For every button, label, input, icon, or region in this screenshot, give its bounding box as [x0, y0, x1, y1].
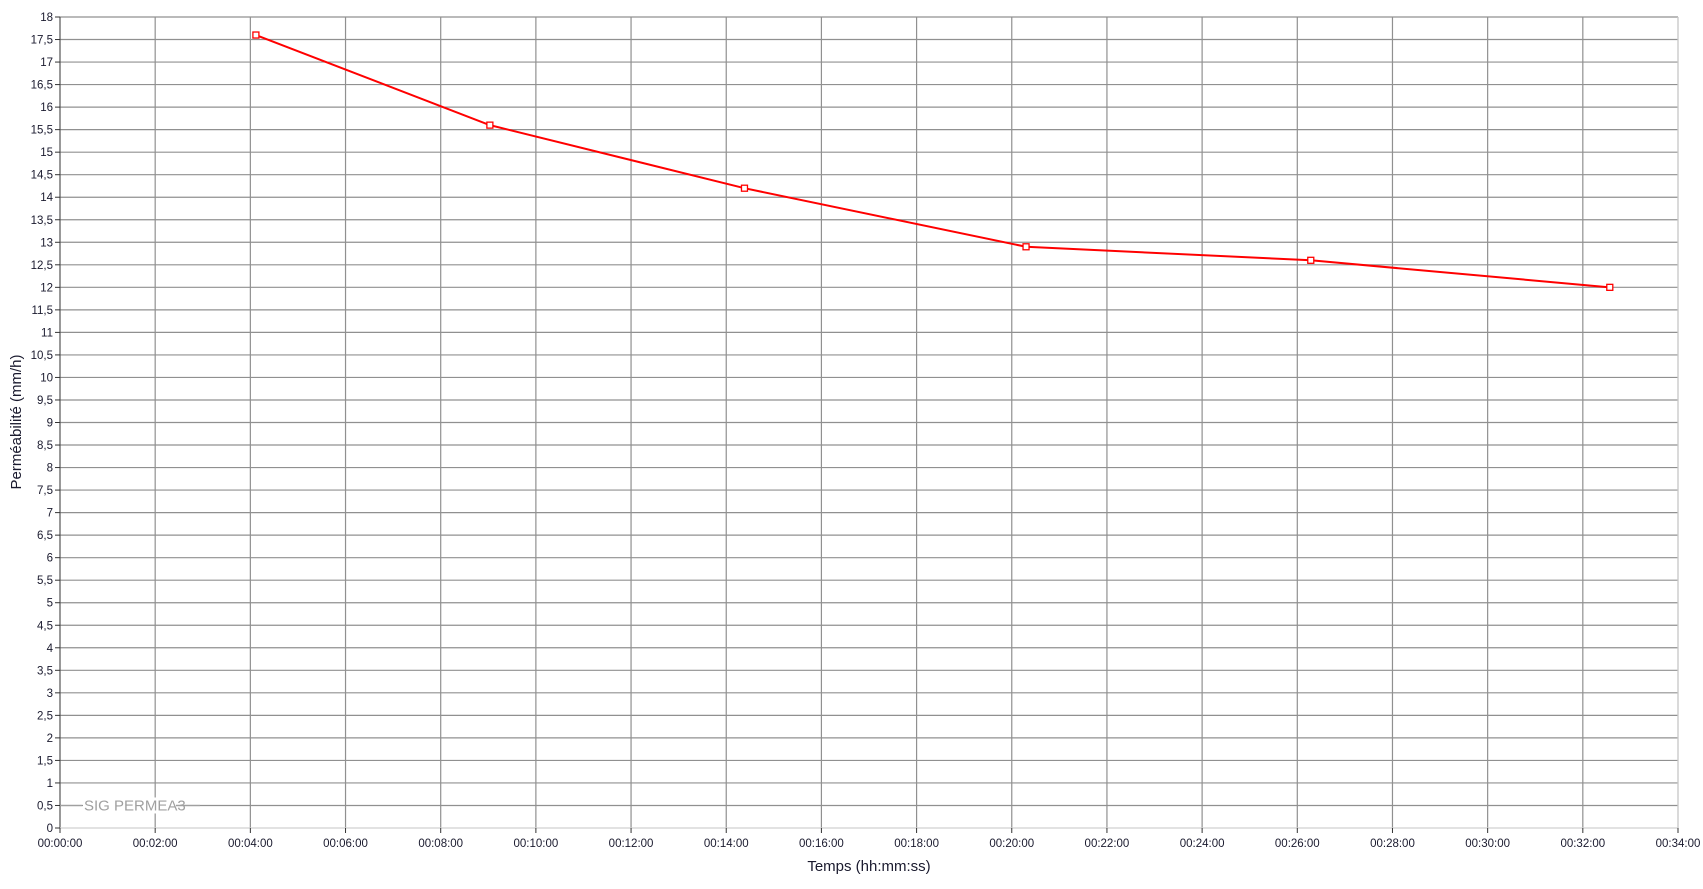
- y-tick-label: 7: [47, 508, 53, 520]
- y-tick-label: 0: [47, 823, 53, 835]
- y-tick-label: 2: [47, 733, 53, 745]
- x-tick-label: 00:18:00: [894, 838, 939, 850]
- y-tick-label: 16: [40, 102, 53, 114]
- x-tick-label: 00:30:00: [1465, 838, 1510, 850]
- x-tick-label: 00:34:00: [1656, 838, 1701, 850]
- grid: [59, 16, 1679, 829]
- data-point-marker: [1606, 283, 1614, 291]
- y-tick-label: 14: [40, 192, 53, 204]
- data-point-marker: [486, 121, 494, 129]
- y-tick-label: 8,5: [37, 440, 53, 452]
- y-tick-label: 13,5: [31, 215, 53, 227]
- x-tick-label: 00:08:00: [418, 838, 463, 850]
- x-tick-label: 00:04:00: [228, 838, 273, 850]
- y-tick-label: 12,5: [31, 260, 53, 272]
- y-tick-label: 15: [40, 147, 53, 159]
- y-tick-label: 1: [47, 778, 53, 790]
- y-tick-label: 6,5: [37, 530, 53, 542]
- x-tick-label: 00:06:00: [323, 838, 368, 850]
- x-tick-label: 00:28:00: [1370, 838, 1415, 850]
- y-tick-label: 2,5: [37, 710, 53, 722]
- y-axis-title: Perméabilité (mm/h): [8, 354, 25, 489]
- y-tick-label: 16,5: [31, 80, 53, 92]
- y-tick-label: 9: [47, 418, 53, 430]
- y-tick-label: 1,5: [37, 755, 53, 767]
- y-tick-label: 15,5: [31, 125, 53, 137]
- y-tick-label: 18: [40, 12, 53, 24]
- y-axis-ticks: 00,511,522,533,544,555,566,577,588,599,5…: [31, 12, 60, 835]
- y-tick-label: 17: [40, 57, 53, 69]
- x-tick-label: 00:20:00: [989, 838, 1034, 850]
- y-tick-label: 10,5: [31, 350, 53, 362]
- x-tick-label: 00:24:00: [1180, 838, 1225, 850]
- y-tick-label: 14,5: [31, 170, 53, 182]
- y-tick-label: 17,5: [31, 35, 53, 47]
- legend-label: SIG PERMEA3: [84, 797, 186, 814]
- x-tick-label: 00:00:00: [38, 838, 83, 850]
- data-point-marker: [1022, 243, 1030, 251]
- data-point-marker: [740, 184, 749, 192]
- y-tick-label: 3: [47, 688, 53, 700]
- x-axis-ticks: 00:00:00 00:02:00 00:04:00 00:06:00 00:08:00…: [38, 828, 1701, 850]
- x-tick-label: 00:02:00: [133, 838, 178, 850]
- y-tick-label: 7,5: [37, 485, 53, 497]
- y-tick-label: 13: [40, 237, 53, 249]
- y-tick-label: 11: [41, 327, 53, 339]
- y-tick-label: 0,5: [37, 800, 53, 812]
- series-line: [255, 34, 1610, 289]
- x-tick-label: 00:10:00: [513, 838, 558, 850]
- x-tick-label: 00:16:00: [799, 838, 844, 850]
- y-tick-label: 9,5: [37, 395, 53, 407]
- data-point-marker: [252, 31, 260, 39]
- y-tick-label: 5,5: [37, 575, 53, 587]
- x-axis-title: Temps (hh:mm:ss): [807, 858, 930, 875]
- y-tick-label: 4: [47, 643, 54, 655]
- series-sig-permea3: [252, 31, 1614, 291]
- y-tick-label: 5: [47, 598, 53, 610]
- y-tick-label: 6: [47, 553, 53, 565]
- y-tick-label: 10: [40, 372, 53, 384]
- y-tick-label: 8: [47, 463, 53, 475]
- y-tick-label: 11,5: [31, 305, 53, 317]
- legend: SIG PERMEA3: [60, 797, 200, 814]
- x-tick-label: 00:14:00: [704, 838, 749, 850]
- data-point-marker: [1307, 256, 1315, 264]
- x-tick-label: 00:22:00: [1085, 838, 1130, 850]
- y-tick-label: 12: [40, 282, 53, 294]
- x-tick-label: 00:32:00: [1560, 838, 1605, 850]
- y-tick-label: 4,5: [37, 620, 53, 632]
- x-tick-label: 00:26:00: [1275, 838, 1320, 850]
- legend-background: [83, 797, 176, 814]
- x-tick-label: 00:12:00: [609, 838, 654, 850]
- y-tick-label: 3,5: [37, 665, 53, 677]
